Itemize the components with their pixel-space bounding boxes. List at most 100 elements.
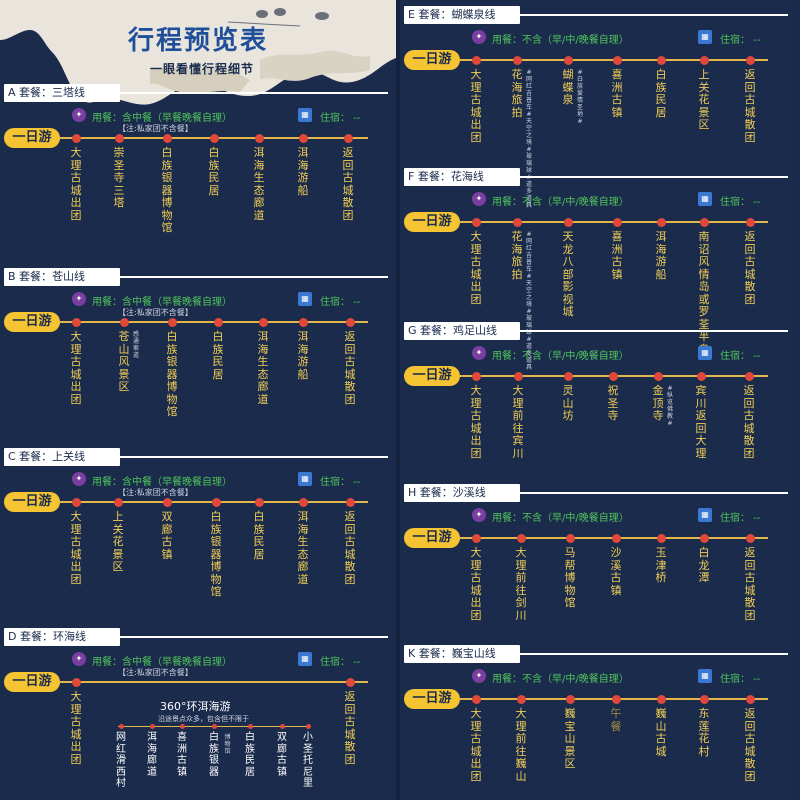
route-stop-dot [346,678,355,687]
section-label: D 套餐：环海线 [4,628,120,646]
route-section-k: K 套餐：巍宝山线 ✦ 用餐：不含（早/中/晚餐自理） ▦ 住宿： -- 一日游 大理古城出… [400,645,792,795]
meal-icon: ✦ [72,472,86,486]
route-stop-dot [472,695,481,704]
route-stop-dot [612,534,621,543]
left-column: 行程预览表 一眼看懂行程细节 A 套餐：三塔线 ✦ 用餐：含中餐（早餐晚餐自理） 【注… [0,0,396,800]
loop-title: 360°环洱海游 [160,700,231,713]
route-stop-dot [657,218,666,227]
route-stop: 大理古城出团 [70,690,82,766]
route-stop-dot [566,695,575,704]
route-stop-dot [299,498,308,507]
route-stop: 大理古城出团 [470,230,482,306]
route-stop: 返回古城散团 [344,330,356,406]
mountain-illustration [0,0,396,105]
hero-banner: 行程预览表 一眼看懂行程细节 [0,0,396,105]
route-stop-dot [517,534,526,543]
column-divider [396,0,400,800]
section-label: E 套餐：蝴蝶泉线 [404,6,520,24]
route-stop-dot [564,56,573,65]
route-stop-dot [210,134,219,143]
section-label: B 套餐：苍山线 [4,268,120,286]
meal-icon: ✦ [72,292,86,306]
route-stop: 大理前往巍山 [515,707,527,783]
route-stop: 蝴蝶泉 [562,68,574,106]
meal-info: 用餐：含中餐（早餐晚餐自理） [92,477,232,488]
route-stop-dot [746,56,755,65]
stay-info: 住宿： -- [720,674,761,685]
route-stop: 大理前往剑川 [515,546,527,622]
route-stop: 白族民居 [655,68,667,119]
section-label: G 套餐：鸡足山线 [404,322,520,340]
route-stop: 沙溪古镇 [610,546,622,597]
route-stop: 大理前往宾川 [512,384,524,460]
route-stop: 金顶寺 [652,384,664,422]
loop-stop: 白族银器 [209,732,219,778]
route-stop-dot [700,218,709,227]
route-stop-dot [163,134,172,143]
route-stop-dot [255,134,264,143]
route-stop-dot [346,318,355,327]
route-stop-dot [654,372,663,381]
route-stop: 大理古城出团 [470,546,482,622]
loop-stop-dot [180,724,185,729]
hotel-icon: ▦ [698,669,712,683]
route-stop: 白族银器博物馆 [161,146,173,234]
route-stop-dot [612,695,621,704]
route-stop: 天龙八部影视城 [562,230,574,318]
route-stop-dot [115,134,124,143]
route-stop: 返回古城散团 [744,230,756,306]
stay-info: 住宿： -- [720,35,761,46]
route-stop: 午餐 [610,707,622,733]
section-header-line [520,492,788,494]
stay-info: 住宿： -- [720,513,761,524]
loop-stop-note: 博物馆 [224,734,231,755]
route-stop-dot [472,56,481,65]
route-stop-dot [163,498,172,507]
meal-info: 用餐：含中餐（早餐晚餐自理） [92,657,232,668]
loop-stop: 网红滑西村 [116,732,126,789]
section-label: F 套餐：花海线 [404,168,520,186]
route-section-a: A 套餐：三塔线 ✦ 用餐：含中餐（早餐晚餐自理） 【注:私家团不含餐】 ▦ 住宿： --… [0,84,392,234]
stay-info: 住宿： -- [320,297,361,308]
loop-stop: 喜洲古镇 [177,732,187,778]
hotel-icon: ▦ [298,472,312,486]
route-stop: 返回古城散团 [744,546,756,622]
loop-stop-dot [119,724,124,729]
route-stop: 喜洲古镇 [611,68,623,119]
route-stop: 崇圣寺三塔 [113,146,125,209]
page-title: 行程预览表 [128,26,269,56]
section-label: H 套餐：沙溪线 [404,484,520,502]
route-stop: 大理古城出团 [70,510,82,586]
meal-icon: ✦ [72,108,86,122]
section-header-line [520,14,788,16]
route-stop: 大理古城出团 [470,384,482,460]
route-stop: 喜洲古镇 [611,230,623,281]
route-stop: 洱海游船 [655,230,667,281]
route-stop-dot [513,218,522,227]
route-stop-note: #网红吉普车#天空之境#玻璃球#道多道具 [525,69,532,209]
route-stop: 苍山风景区 [118,330,130,393]
day-trip-badge: 一日游 [4,312,60,332]
route-stop: 白族民居 [253,510,265,561]
section-label: A 套餐：三塔线 [4,84,120,102]
route-stop-dot [168,318,177,327]
route-stop-dot [613,56,622,65]
loop-stop-dot [150,724,155,729]
route-stop: 白族银器博物馆 [210,510,222,598]
meal-note: 【注:私家团不含餐】 [118,124,193,133]
route-stop-dot [472,534,481,543]
route-stop: 灵山坊 [562,384,574,422]
route-stop-dot [564,218,573,227]
hotel-icon: ▦ [298,108,312,122]
section-label: K 套餐：巍宝山线 [404,645,520,663]
section-header-line [520,330,788,332]
meal-icon: ✦ [472,30,486,44]
route-section-b: B 套餐：苍山线 ✦ 用餐：含中餐（早餐晚餐自理） 【注:私家团不含餐】 ▦ 住宿： --… [0,268,392,418]
hotel-icon: ▦ [698,346,712,360]
route-stop: 返回古城散团 [743,384,755,460]
route-stop-dot [746,218,755,227]
route-stop: 大理古城出团 [70,330,82,406]
route-stop: 白族民居 [208,146,220,197]
route-stop-dot [609,372,618,381]
day-trip-badge: 一日游 [404,528,460,548]
